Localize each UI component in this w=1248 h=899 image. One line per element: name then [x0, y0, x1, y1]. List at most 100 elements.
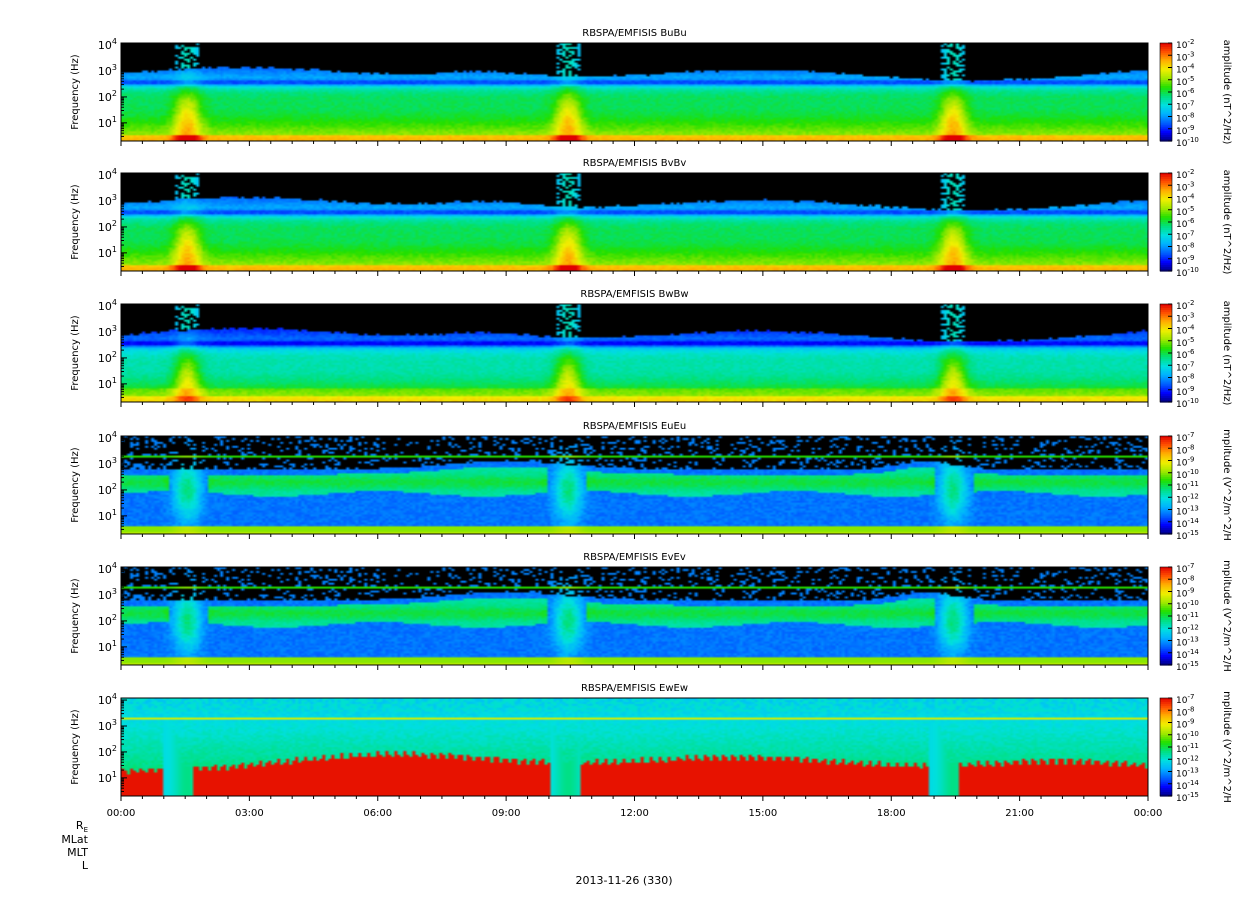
colorbar-segment	[1160, 209, 1172, 213]
colorbar-segment	[1160, 102, 1172, 105]
colorbar-segment	[1160, 98, 1172, 101]
colorbar-segment	[1160, 266, 1172, 270]
colorbar-tick-label: 10-9	[1176, 385, 1194, 398]
colorbar-segment	[1160, 724, 1172, 728]
colorbar-segment	[1160, 330, 1172, 334]
colorbar-segment	[1160, 342, 1172, 346]
colorbar-segment	[1160, 361, 1172, 364]
colorbar-segment	[1160, 470, 1172, 474]
colorbar-segment	[1160, 646, 1172, 650]
colorbar-segment	[1160, 440, 1172, 443]
colorbar-segment	[1160, 338, 1172, 342]
colorbar-segment	[1160, 599, 1172, 603]
colorbar-segment	[1160, 618, 1172, 621]
colorbar-segment	[1160, 67, 1172, 71]
colorbar-segment	[1160, 379, 1172, 383]
x-tick-label: 12:00	[620, 808, 649, 819]
colorbar-segment	[1160, 232, 1172, 235]
colorbar-segment	[1160, 523, 1172, 527]
colorbar-segment	[1160, 738, 1172, 742]
colorbar-tick-label: 10-3	[1176, 180, 1194, 193]
colorbar-segment	[1160, 702, 1172, 705]
colorbar-segment	[1160, 268, 1172, 272]
colorbar-segment	[1160, 130, 1172, 134]
colorbar-tick-label: 10-2	[1176, 299, 1194, 312]
colorbar-segment	[1160, 393, 1172, 397]
colorbar-tick-label: 10-7	[1176, 431, 1194, 444]
colorbar-tick-label: 10-5	[1176, 75, 1194, 88]
colorbar-segment	[1160, 246, 1172, 250]
y-axis-label: Frequency (Hz)	[70, 54, 81, 130]
colorbar-segment	[1160, 720, 1172, 724]
colorbar-segment	[1160, 734, 1172, 738]
colorbar-segment	[1160, 601, 1172, 605]
colorbar-segment	[1160, 112, 1172, 116]
y-tick-label: 103	[98, 587, 117, 602]
y-tick-label: 101	[98, 376, 117, 391]
colorbar-segment	[1160, 203, 1172, 207]
colorbar-tick-label: 10-13	[1176, 505, 1199, 518]
colorbar-tick-label: 10-8	[1176, 443, 1194, 456]
colorbar-segment	[1160, 201, 1172, 205]
colorbar-segment	[1160, 591, 1172, 595]
colorbar-segment	[1160, 61, 1172, 65]
colorbar-tick-label: 10-6	[1176, 348, 1195, 361]
colorbar-segment	[1160, 399, 1172, 403]
y-tick-label: 102	[98, 744, 117, 759]
colorbar-segment	[1160, 765, 1172, 769]
spectrogram-image	[121, 567, 1148, 665]
colorbar-segment	[1160, 128, 1172, 132]
spectrogram-panel-4: RBSPA/EMFISIS EuEu 104 103 102 101 Frequency …	[70, 421, 1232, 542]
colorbar-segment	[1160, 367, 1172, 370]
y-tick-label: 101	[98, 245, 117, 260]
colorbar-segment	[1160, 736, 1172, 740]
y-axis-label: Frequency (Hz)	[70, 315, 81, 391]
colorbar-segment	[1160, 527, 1172, 531]
colorbar-segment	[1160, 383, 1172, 387]
colorbar-segment	[1160, 783, 1172, 787]
colorbar-segment	[1160, 444, 1172, 447]
colorbar-tick-label: 10-13	[1176, 767, 1199, 780]
colorbar-segment	[1160, 575, 1172, 578]
spectrogram-panel-6: RBSPA/EMFISIS EwEw 104 103 102 101 Frequency …	[70, 683, 1232, 819]
colorbar-segment	[1160, 466, 1172, 470]
colorbar-segment	[1160, 593, 1172, 597]
colorbar-segment	[1160, 700, 1172, 703]
colorbar-segment	[1160, 304, 1172, 307]
colorbar-segment	[1160, 589, 1172, 593]
colorbar: 10-710-810-910-1010-1110-1210-1310-1410-…	[1159, 429, 1232, 542]
colorbar-segment	[1160, 716, 1172, 720]
colorbar-segment	[1160, 385, 1172, 389]
colorbar-segment	[1160, 609, 1172, 613]
x-tick-label: 21:00	[1005, 808, 1034, 819]
colorbar-segment	[1160, 363, 1172, 366]
colorbar-segment	[1160, 456, 1172, 460]
colorbar-tick-label: 10-3	[1176, 50, 1194, 63]
colorbar-tick-label: 10-10	[1176, 136, 1199, 149]
colorbar-segment	[1160, 222, 1172, 225]
colorbar-segment	[1160, 69, 1172, 73]
colorbar-tick-label: 10-6	[1176, 217, 1195, 230]
colorbar-segment	[1160, 197, 1172, 201]
colorbar-segment	[1160, 613, 1172, 617]
colorbar-segment	[1160, 742, 1172, 746]
colorbar-segment	[1160, 744, 1172, 748]
colorbar-segment	[1160, 236, 1172, 239]
colorbar-segment	[1160, 730, 1172, 734]
colorbar-segment	[1160, 346, 1172, 350]
colorbar-segment	[1160, 513, 1172, 517]
colorbar-segment	[1160, 252, 1172, 256]
colorbar-segment	[1160, 718, 1172, 722]
colorbar-segment	[1160, 476, 1172, 480]
colorbar: 10-710-810-910-1010-1110-1210-1310-1410-…	[1159, 560, 1232, 673]
colorbar-segment	[1160, 779, 1172, 783]
y-tick-label: 104	[98, 298, 117, 313]
colorbar-label: mplitude (V^2/m^2/H	[1221, 560, 1232, 672]
colorbar-segment	[1160, 83, 1172, 87]
colorbar-segment	[1160, 195, 1172, 199]
panel-title: RBSPA/EMFISIS EuEu	[583, 421, 686, 432]
colorbar-segment	[1160, 525, 1172, 529]
colorbar-segment	[1160, 781, 1172, 785]
colorbar-segment	[1160, 747, 1172, 750]
colorbar-segment	[1160, 177, 1172, 180]
